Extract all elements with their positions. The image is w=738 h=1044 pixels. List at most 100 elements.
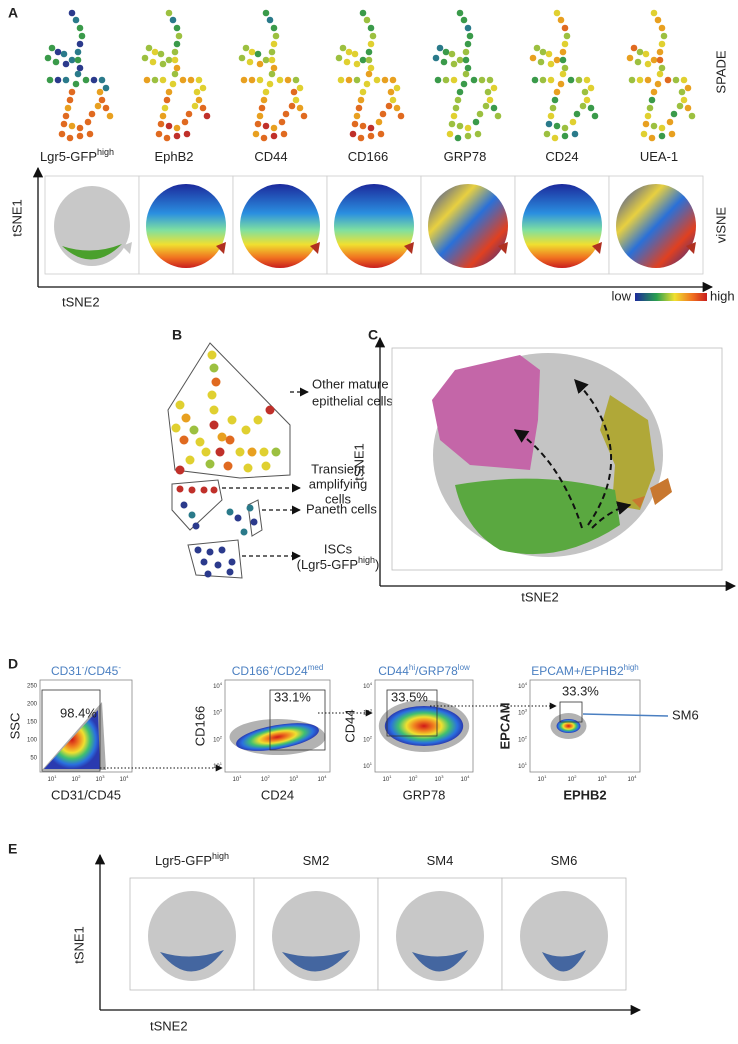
spade-node <box>462 70 470 78</box>
visne-map <box>146 184 226 268</box>
spade-node <box>58 130 66 138</box>
spade-node <box>448 120 456 128</box>
tree-node <box>228 558 236 566</box>
spade-node <box>44 54 52 62</box>
tree-node <box>195 437 205 447</box>
spade-node <box>666 118 674 126</box>
superscript: high <box>358 555 375 565</box>
text-part: Lgr5-GFP <box>40 149 97 164</box>
marker-label: CD44 <box>254 149 287 164</box>
spade-node <box>547 112 555 120</box>
spade-node <box>450 60 458 68</box>
spade-node <box>387 88 395 96</box>
spade-node <box>96 88 104 96</box>
spade-node <box>171 56 179 64</box>
gate-percent: 98.4% <box>60 705 97 720</box>
spade-node <box>48 44 56 52</box>
spade-node <box>456 88 464 96</box>
tree-node <box>234 514 242 522</box>
spade-node <box>650 88 658 96</box>
text-part: 10 <box>518 764 525 770</box>
spade-node <box>102 104 110 112</box>
spade-node <box>363 16 371 24</box>
group-label: Paneth cells <box>306 501 377 516</box>
spade-node <box>678 88 686 96</box>
spade-node <box>292 96 300 104</box>
spade-node <box>165 122 173 130</box>
tree-node <box>225 435 235 445</box>
spade-node <box>640 130 648 138</box>
spade-node <box>676 102 684 110</box>
axis-label: SSC <box>7 713 22 740</box>
spade-node <box>173 132 181 140</box>
tree-node <box>214 561 222 569</box>
gate-name: SM6 <box>672 707 699 722</box>
superscript: 1 <box>389 774 392 779</box>
spade-node <box>62 76 70 84</box>
lineage-arrow <box>591 501 632 529</box>
spade-node <box>369 32 377 40</box>
superscript: 2 <box>574 774 577 779</box>
spade-node <box>94 102 102 110</box>
superscript: + <box>269 663 274 672</box>
spade-node <box>549 104 557 112</box>
spade-node <box>199 104 207 112</box>
spade-node <box>84 118 92 126</box>
spade-node <box>159 112 167 120</box>
spade-node <box>381 76 389 84</box>
spade-node <box>353 76 361 84</box>
spade-node <box>583 96 591 104</box>
tree-node <box>175 400 185 410</box>
tick-label: 50 <box>30 756 37 762</box>
spade-node <box>76 64 84 72</box>
spade-node <box>464 40 472 48</box>
spade-node <box>644 76 652 84</box>
text-part: 10 <box>289 777 296 783</box>
tick-label: 104 <box>213 681 223 690</box>
superscript: med <box>308 663 324 672</box>
spade-node <box>442 48 450 56</box>
tree-node <box>194 546 202 554</box>
column-label: Lgr5-GFPhigh <box>155 851 229 868</box>
spade-node <box>262 88 270 96</box>
spade-node <box>452 104 460 112</box>
spade-node <box>454 96 462 104</box>
tick-label: 102 <box>568 774 578 783</box>
spade-node <box>270 64 278 72</box>
text-part: 10 <box>363 684 370 690</box>
text-part: 10 <box>461 777 468 783</box>
spade-node <box>179 76 187 84</box>
spade-node <box>456 122 464 130</box>
spade-node <box>290 88 298 96</box>
spade-node <box>591 112 599 120</box>
text-part: 10 <box>233 777 240 783</box>
superscript: 3 <box>220 707 223 712</box>
spade-node <box>680 76 688 84</box>
spade-node <box>644 60 652 68</box>
lineage-arrow <box>513 429 583 529</box>
spade-node <box>248 76 256 84</box>
spade-node <box>547 76 555 84</box>
axis-label: tSNE1 <box>9 199 24 237</box>
spade-node <box>98 96 106 104</box>
spade-node <box>650 56 658 64</box>
tree-node <box>271 447 281 457</box>
tree-node <box>265 405 275 415</box>
text-part: 10 <box>383 777 390 783</box>
spade-node <box>365 70 373 78</box>
spade-node <box>72 16 80 24</box>
spade-node <box>644 112 652 120</box>
spade-node <box>583 76 591 84</box>
group-label: cells <box>325 491 352 506</box>
text-part: CD166 <box>232 664 270 678</box>
row-label: viSNE <box>713 207 728 243</box>
spade-node <box>82 76 90 84</box>
spade-node <box>670 110 678 118</box>
spade-node <box>460 16 468 24</box>
tree-node <box>223 461 233 471</box>
superscript: 4 <box>525 681 528 686</box>
tree-node <box>246 504 254 512</box>
spade-node <box>440 58 448 66</box>
tree-node <box>209 363 219 373</box>
superscript: 2 <box>220 734 223 739</box>
